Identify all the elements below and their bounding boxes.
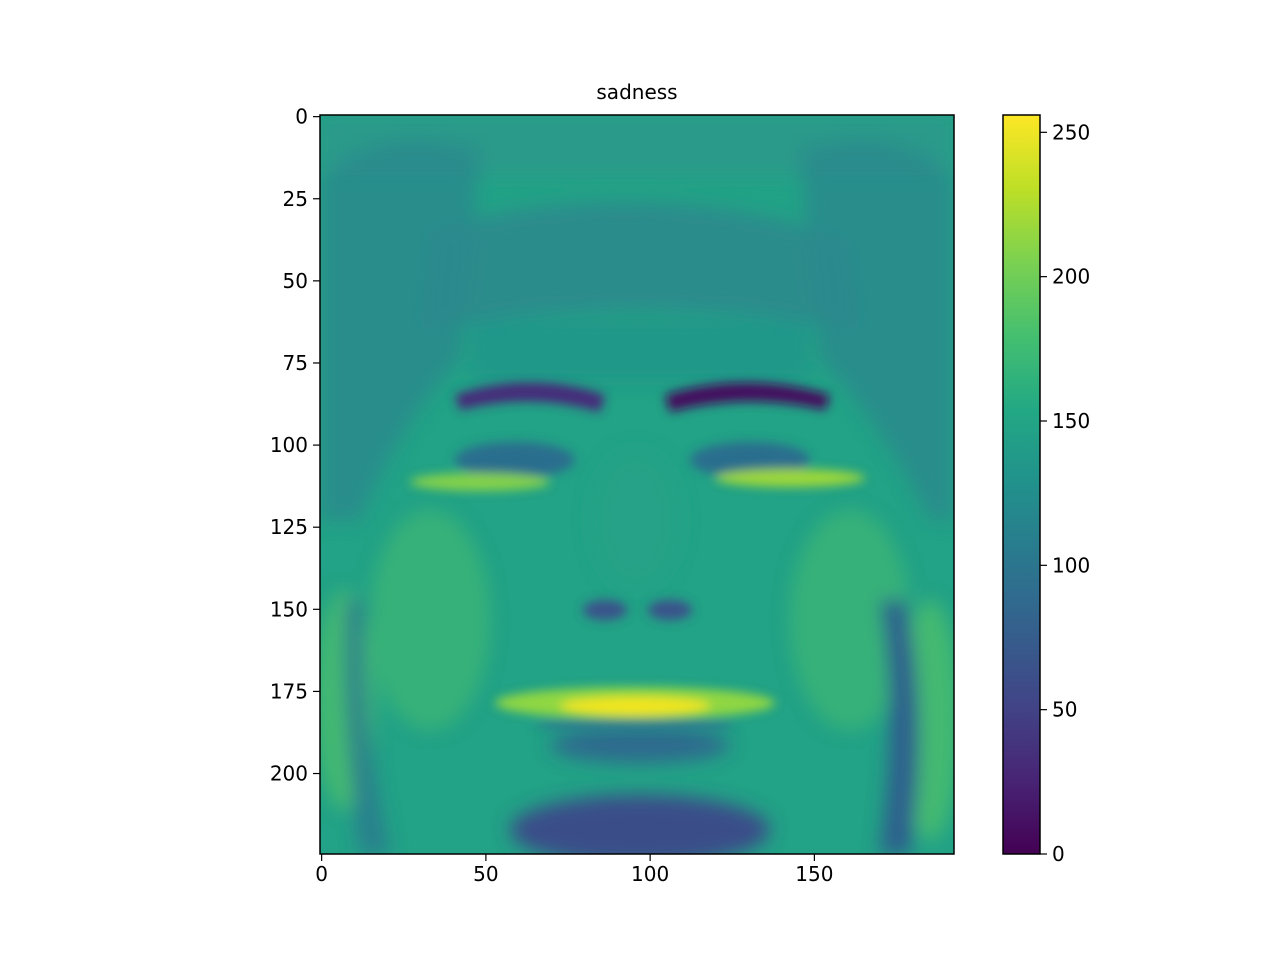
y-tick-label: 50 [283,269,308,293]
colorbar-tick-label: 150 [1052,409,1090,433]
y-tick-label: 75 [283,351,308,375]
chin-shadow [510,795,770,854]
colorbar-ticks: 0 50 100 150 200 250 [1040,120,1090,866]
eye-left [455,442,575,478]
heatmap-image [320,115,954,854]
hair-right-shadow [800,140,954,520]
cheek-left-bright [370,510,490,730]
y-axis-ticks: 0 25 50 75 100 125 150 175 200 [270,105,320,786]
jaw-left-shadow [344,600,390,854]
y-tick-label: 175 [270,679,308,703]
colorbar-tick-label: 0 [1052,842,1065,866]
x-axis-ticks: 0 50 100 150 [315,854,833,886]
colorbar-tick-label: 200 [1052,265,1090,289]
y-tick-label: 200 [270,762,308,786]
colorbar-tick-label: 250 [1052,120,1090,144]
bangs [420,202,860,330]
colorbar [1003,115,1040,854]
y-tick-label: 100 [270,433,308,457]
eye-right [690,442,810,478]
plot-frame [319,114,955,855]
eyebrow-left [455,382,605,412]
colorbar-tick-label: 50 [1052,698,1077,722]
jaw-right-shadow [880,600,919,854]
x-tick-label: 50 [473,862,498,886]
colorbar-frame [1002,114,1041,855]
y-tick-label: 0 [295,105,308,129]
y-tick-label: 150 [270,597,308,621]
x-tick-label: 100 [631,862,669,886]
chart-title: sadness [596,80,677,104]
mouth-lower-shadow [550,727,730,763]
y-tick-label: 25 [283,187,308,211]
nostril-right [648,600,692,620]
mouth-line [535,719,735,731]
forehead [470,320,810,380]
cheek-right-bright [790,510,910,730]
nose-bridge [591,450,681,590]
nostril-left [583,600,627,620]
under-eye-right [715,469,865,487]
x-tick-label: 150 [795,862,833,886]
upper-lip-core [560,697,710,715]
under-eye-left [410,473,550,491]
eyebrow-right [665,382,830,412]
x-tick-label: 0 [315,862,328,886]
colorbar-tick-label: 100 [1052,553,1090,577]
y-tick-label: 125 [270,515,308,539]
